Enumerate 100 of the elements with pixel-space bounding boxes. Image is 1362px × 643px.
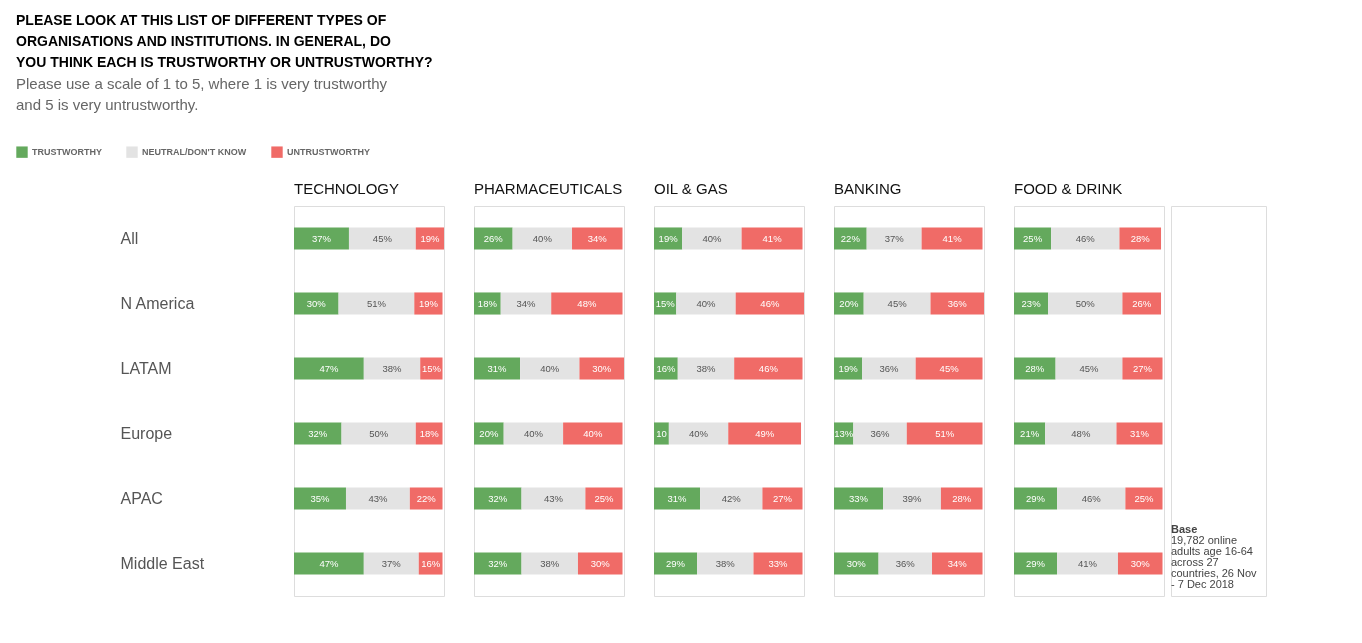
data-label: 13%: [834, 427, 854, 439]
bar: [654, 422, 669, 445]
data-label: 46%: [1081, 492, 1102, 504]
bar: [363, 552, 419, 575]
data-label: 18%: [419, 427, 440, 439]
data-label: 40%: [583, 427, 603, 439]
data-label: 20%: [479, 427, 499, 439]
data-label: 15%: [421, 362, 442, 374]
data-label: 25%: [594, 492, 615, 504]
bar: [474, 422, 504, 445]
bar: [1048, 292, 1123, 315]
bar: [572, 227, 623, 250]
data-label: 37%: [884, 232, 905, 244]
data-label: 38%: [540, 557, 560, 569]
bar: [682, 227, 742, 250]
data-label: 51%: [366, 297, 387, 309]
bar: [500, 292, 552, 315]
data-label: 22%: [416, 492, 437, 504]
bar: [1051, 227, 1120, 250]
bar: [1014, 227, 1052, 250]
text: 19,782 online adults age 16-64 across 27 countries, 26 Nov - 7 Dec 2018: [1171, 534, 1258, 590]
data-label: 37%: [381, 557, 402, 569]
bar: [474, 292, 501, 315]
data-label: 19%: [418, 297, 439, 309]
bar: [863, 292, 931, 315]
bar: [585, 487, 623, 510]
data-label: 32%: [488, 492, 508, 504]
bar: [1057, 552, 1118, 575]
bar: [734, 357, 803, 380]
bar: [521, 552, 578, 575]
bar: [418, 552, 443, 575]
data-label: 19%: [838, 362, 859, 374]
bar: [1055, 357, 1123, 380]
data-label: 48%: [1071, 427, 1091, 439]
bar: [420, 357, 443, 380]
bar: [415, 422, 443, 445]
data-label: 49%: [755, 427, 775, 439]
data-label: 29%: [1026, 492, 1046, 504]
bar: [1117, 552, 1163, 575]
bar: [930, 292, 984, 315]
chart-title: BANKING: [834, 180, 902, 197]
bar: [700, 487, 763, 510]
data-label: 16%: [656, 362, 676, 374]
bar: [474, 552, 522, 575]
data-label: 28%: [1130, 232, 1151, 244]
data-label: 31%: [667, 492, 688, 504]
bar: [728, 422, 802, 445]
bar: [1014, 357, 1056, 380]
bar: [409, 487, 443, 510]
bar: [853, 422, 907, 445]
data-label: 48%: [577, 297, 597, 309]
bar: [866, 227, 922, 250]
data-label: 33%: [849, 492, 869, 504]
data-label: 33%: [768, 557, 789, 569]
y-tick-label: N America: [120, 294, 195, 312]
data-label: 29%: [666, 557, 686, 569]
chart-title: OIL & GAS: [654, 180, 728, 197]
data-label: 40%: [702, 232, 722, 244]
data-label: 41%: [942, 232, 963, 244]
data-label: 40%: [696, 297, 717, 309]
data-label: 34%: [587, 232, 608, 244]
data-label: 39%: [902, 492, 923, 504]
data-label: 19%: [658, 232, 679, 244]
bar: [294, 422, 342, 445]
data-label: 34%: [516, 297, 537, 309]
bar: [1116, 422, 1163, 445]
data-label: 30%: [590, 557, 611, 569]
text: Please use a scale of 1 to 5, where 1 is very trustworthy and 5 is very untrustworthy.: [16, 75, 388, 113]
data-label: 32%: [308, 427, 328, 439]
bar: [294, 357, 364, 380]
bar: [1045, 422, 1117, 445]
bar: [503, 422, 564, 445]
data-label: 40%: [532, 232, 553, 244]
bar: [834, 487, 884, 510]
bar: [294, 552, 364, 575]
bar: [668, 422, 729, 445]
data-label: 41%: [762, 232, 783, 244]
bar: [762, 487, 803, 510]
data-label: 46%: [1075, 232, 1096, 244]
data-label: 31%: [487, 362, 508, 374]
text: PLEASE LOOK AT THIS LIST OF DIFFERENT TYPES OF ORGANISATIONS AND INSTITUTIONS. IN GENERAL, DO YOU THINK EACH IS TRUSTWORTHY OR UNTRUSTWORTHY?: [16, 12, 433, 70]
bar: [834, 292, 864, 315]
data-label: 28%: [952, 492, 972, 504]
bar: [834, 552, 879, 575]
bar: [1014, 422, 1046, 445]
bar: [906, 422, 983, 445]
y-tick-label: LATAM: [120, 359, 172, 377]
bar: [915, 357, 983, 380]
bar: [654, 552, 698, 575]
bar: [474, 487, 522, 510]
bar: [1014, 292, 1049, 315]
bar: [563, 422, 623, 445]
data-label: 22%: [840, 232, 861, 244]
data-label: 46%: [760, 297, 780, 309]
data-label: 47%: [319, 557, 339, 569]
bar: [294, 487, 346, 510]
bar: [1122, 292, 1162, 315]
bar: [921, 227, 983, 250]
bar: [932, 552, 983, 575]
bar: [415, 227, 444, 250]
